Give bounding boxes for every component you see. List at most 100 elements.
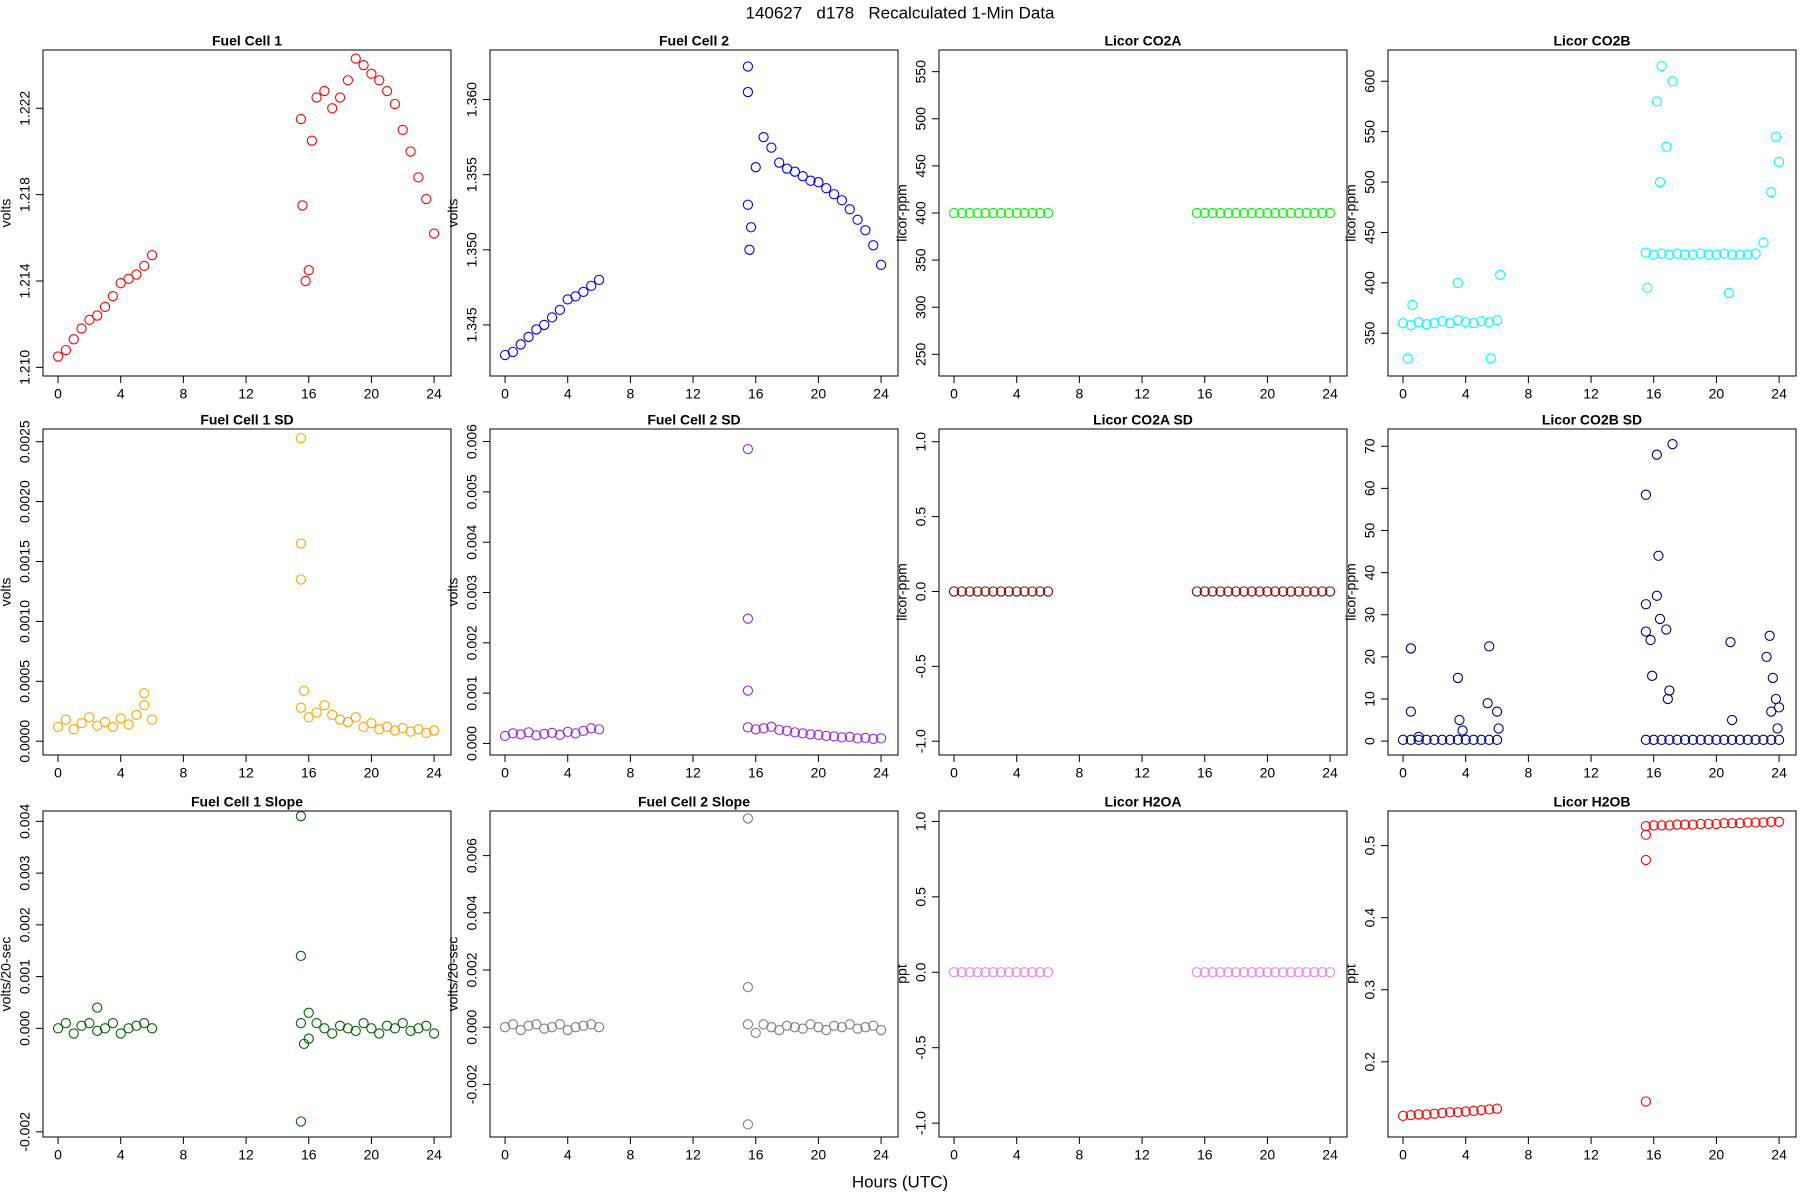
- x-tick-label: 0: [1399, 1147, 1407, 1163]
- point: [327, 709, 338, 721]
- point: [980, 967, 991, 978]
- point: [1476, 316, 1487, 327]
- x-tick-label: 4: [564, 765, 572, 781]
- x-tick-label: 8: [1524, 1147, 1532, 1163]
- panel-title: Licor CO2A SD: [1093, 412, 1193, 428]
- x-tick-label: 12: [238, 386, 254, 402]
- point: [1491, 734, 1503, 745]
- x-tick-label: 12: [685, 1147, 701, 1163]
- x-tick-label: 24: [426, 765, 442, 781]
- point: [1019, 207, 1030, 219]
- x-tick-label: 24: [426, 386, 442, 402]
- point: [1725, 636, 1736, 648]
- point: [745, 222, 757, 233]
- y-tick-label: 0.006: [464, 838, 480, 873]
- point: [1468, 734, 1479, 745]
- point: [1719, 818, 1730, 829]
- x-tick-label: 16: [301, 1147, 317, 1163]
- point: [821, 730, 832, 742]
- y-tick-label: 0.0: [913, 962, 929, 982]
- y-tick-label: 300: [913, 295, 929, 319]
- point: [1651, 590, 1663, 601]
- point: [60, 344, 72, 356]
- y-axis-label: licor-ppm: [1343, 563, 1359, 621]
- x-tick-label: 4: [117, 1147, 125, 1163]
- point: [1773, 734, 1785, 745]
- point: [578, 1020, 589, 1031]
- point: [1770, 693, 1782, 705]
- panel-title: Fuel Cell 1 SD: [200, 412, 293, 428]
- point: [99, 1023, 111, 1034]
- point: [327, 103, 338, 114]
- point: [1429, 734, 1440, 745]
- point: [306, 135, 318, 146]
- point: [844, 204, 855, 215]
- point: [1324, 207, 1336, 219]
- point: [797, 171, 808, 182]
- point: [298, 1038, 310, 1050]
- y-tick-label: -0.5: [913, 1035, 929, 1059]
- point: [586, 280, 597, 292]
- point: [1413, 734, 1424, 745]
- x-tick-label: 0: [1399, 765, 1407, 781]
- point: [1035, 967, 1046, 978]
- point: [342, 716, 354, 728]
- point: [1191, 207, 1203, 219]
- panel: Licor CO2B licor-ppm 0 4 8 12 16 20 24 350 400 450 5…: [1343, 33, 1797, 402]
- point: [860, 732, 871, 744]
- point: [1452, 1107, 1464, 1118]
- x-tick-label: 24: [873, 765, 889, 781]
- y-tick-label: 550: [913, 60, 929, 84]
- point: [554, 1019, 566, 1030]
- point: [875, 259, 887, 270]
- point: [1687, 734, 1699, 745]
- point: [844, 1019, 855, 1030]
- point: [805, 175, 816, 186]
- point: [1277, 967, 1289, 978]
- point: [295, 1116, 307, 1127]
- point: [334, 1020, 346, 1031]
- x-tick-label: 12: [238, 765, 254, 781]
- y-tick-label: 500: [1362, 170, 1378, 194]
- plot-frame: [42, 810, 452, 1138]
- point: [1397, 734, 1409, 745]
- point: [742, 1019, 754, 1030]
- point: [1437, 316, 1448, 327]
- y-tick-label: 20: [1362, 649, 1378, 665]
- point: [1437, 1107, 1448, 1119]
- point: [1656, 248, 1667, 259]
- point: [1703, 734, 1714, 745]
- point: [507, 346, 519, 358]
- panel-title: Licor H2OB: [1553, 794, 1630, 810]
- point: [1719, 734, 1730, 745]
- x-tick-label: 8: [179, 386, 187, 402]
- point: [1230, 586, 1242, 597]
- y-tick-label: 1.218: [17, 177, 33, 212]
- point: [562, 726, 573, 738]
- point: [1402, 353, 1413, 364]
- point: [1309, 586, 1320, 597]
- x-tick-label: 8: [626, 386, 634, 402]
- x-tick-label: 4: [117, 386, 125, 402]
- point: [1661, 141, 1672, 152]
- plot-frame: [938, 810, 1348, 1138]
- point: [139, 260, 150, 272]
- point: [1703, 818, 1714, 830]
- point: [1421, 319, 1432, 330]
- y-tick-label: 0.000: [464, 1009, 480, 1044]
- x-tick-label: 20: [364, 765, 380, 781]
- point: [319, 1023, 330, 1034]
- x-tick-label: 8: [1075, 386, 1083, 402]
- x-tick-label: 20: [1260, 765, 1276, 781]
- point: [1199, 586, 1210, 597]
- point: [1679, 734, 1691, 745]
- x-tick-label: 20: [811, 386, 827, 402]
- point: [956, 207, 968, 219]
- x-tick-label: 16: [1646, 765, 1662, 781]
- point: [860, 225, 871, 236]
- point: [381, 85, 393, 97]
- point: [1003, 586, 1015, 597]
- point: [405, 1025, 416, 1037]
- point: [868, 733, 879, 745]
- point: [1262, 207, 1273, 219]
